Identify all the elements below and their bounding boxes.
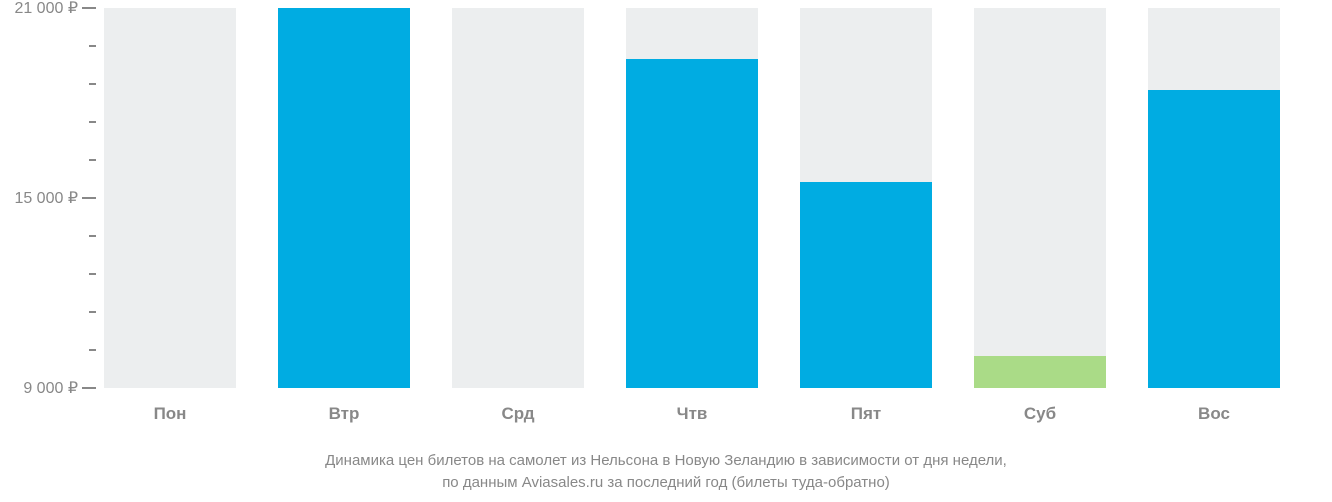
y-major-tick <box>82 387 96 389</box>
y-axis: 9 000 ₽15 000 ₽21 000 ₽ <box>0 8 100 388</box>
x-tick-label: Чтв <box>626 404 758 424</box>
y-minor-tick <box>89 45 96 47</box>
y-major-tick <box>82 197 96 199</box>
x-tick-label: Пят <box>800 404 932 424</box>
plot-area <box>100 8 1320 388</box>
caption-line-1: Динамика цен билетов на самолет из Нельс… <box>0 450 1332 472</box>
y-tick-label: 21 000 ₽ <box>14 0 78 18</box>
y-minor-tick <box>89 349 96 351</box>
y-minor-tick <box>89 121 96 123</box>
bar-slot <box>452 8 584 388</box>
bar <box>278 8 410 388</box>
y-tick-label: 15 000 ₽ <box>14 188 78 208</box>
bar-slot <box>278 8 410 388</box>
bar-background <box>974 8 1106 388</box>
x-tick-label: Срд <box>452 404 584 424</box>
y-minor-tick <box>89 273 96 275</box>
x-tick-label: Вос <box>1148 404 1280 424</box>
caption-line-2: по данным Aviasales.ru за последний год … <box>0 472 1332 494</box>
y-tick-label: 9 000 ₽ <box>23 378 78 398</box>
bar-slot <box>626 8 758 388</box>
bar-slot <box>104 8 236 388</box>
y-minor-tick <box>89 235 96 237</box>
bar-background <box>452 8 584 388</box>
chart-caption: Динамика цен билетов на самолет из Нельс… <box>0 450 1332 494</box>
bar <box>800 182 932 388</box>
bar-slot <box>1148 8 1280 388</box>
y-minor-tick <box>89 311 96 313</box>
x-tick-label: Втр <box>278 404 410 424</box>
x-tick-label: Пон <box>104 404 236 424</box>
y-minor-tick <box>89 83 96 85</box>
y-minor-tick <box>89 159 96 161</box>
bar-slot <box>974 8 1106 388</box>
y-major-tick <box>82 7 96 9</box>
x-tick-label: Суб <box>974 404 1106 424</box>
bar <box>1148 90 1280 388</box>
bar <box>974 356 1106 388</box>
bar <box>626 59 758 388</box>
price-by-weekday-chart: 9 000 ₽15 000 ₽21 000 ₽ ПонВтрСрдЧтвПятС… <box>0 0 1332 502</box>
bar-background <box>104 8 236 388</box>
bar-slot <box>800 8 932 388</box>
